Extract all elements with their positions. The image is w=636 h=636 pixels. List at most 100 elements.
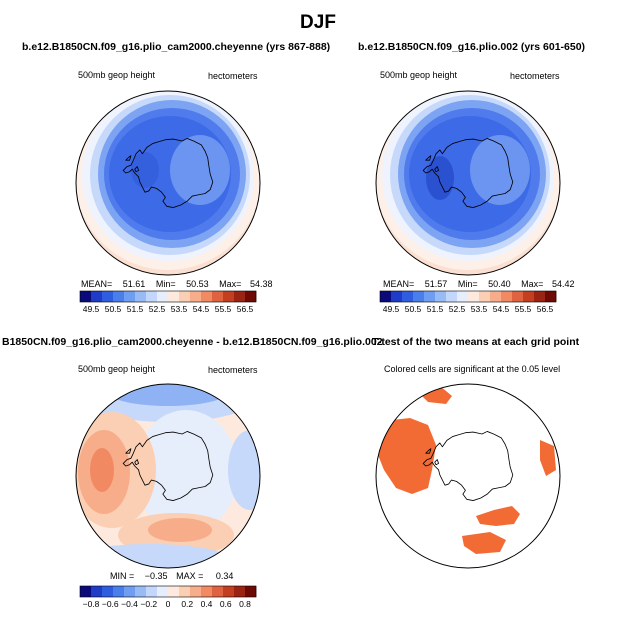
colorbar-tick-label: 56.5	[537, 304, 554, 314]
colorbar-tick-label: 49.5	[83, 304, 100, 314]
colorbar-tick-label: 53.5	[471, 304, 488, 314]
colorbar-swatch	[201, 586, 213, 597]
panel-3-map-border	[75, 383, 261, 569]
colorbar-tick-label: 50.5	[105, 304, 122, 314]
colorbar-swatch	[490, 291, 502, 302]
colorbar-swatch	[124, 586, 136, 597]
colorbar-swatch	[212, 586, 224, 597]
colorbar-swatch	[223, 586, 235, 597]
colorbar-tick-label: −0.2	[140, 599, 157, 609]
colorbar-swatch	[190, 586, 202, 597]
colorbar-swatch	[212, 291, 224, 302]
colorbar-swatch	[135, 586, 147, 597]
colorbar-swatch	[157, 586, 169, 597]
colorbar-tick-label: 50.5	[405, 304, 422, 314]
panel-2-title: b.e12.B1850CN.f09_g16.plio.002 (yrs 601-…	[358, 41, 586, 53]
colorbar-swatch	[534, 291, 546, 302]
colorbar-swatch	[146, 586, 158, 597]
colorbar-swatch	[424, 291, 436, 302]
colorbar-swatch	[113, 586, 125, 597]
panel-4-note: Colored cells are significant at the 0.0…	[384, 364, 561, 374]
panel-3-map	[76, 384, 260, 568]
panel-1-colorbar: 49.5 50.5 51.5 52.5 53.5 54.5 55.5 56.5	[79, 290, 257, 314]
colorbar-swatch	[435, 291, 447, 302]
colorbar-swatch	[446, 291, 458, 302]
colorbar-swatch	[457, 291, 469, 302]
stat-max-value: 54.38	[249, 279, 273, 289]
colorbar-swatch	[168, 291, 180, 302]
panel-2-colorbar: 49.5 50.5 51.5 52.5 53.5 54.5 55.5 56.5	[379, 290, 557, 314]
colorbar-swatch	[113, 291, 125, 302]
colorbar-swatch	[157, 291, 169, 302]
stat-min-value: 50.40	[488, 279, 511, 289]
colorbar-tick-label: 51.5	[427, 304, 444, 314]
colorbar-tick-label: 56.5	[237, 304, 254, 314]
colorbar-swatch	[479, 291, 491, 302]
colorbar-tick-label: 0.4	[201, 599, 213, 609]
colorbar-tick-label: 54.5	[493, 304, 510, 314]
panel-2-map-border	[375, 90, 561, 276]
colorbar-swatch	[523, 291, 535, 302]
colorbar-tick-label: 53.5	[171, 304, 188, 314]
colorbar-tick-label: 51.5	[127, 304, 144, 314]
panel-3-variable-label: 500mb geop height	[78, 364, 156, 374]
stat-min-label: MIN =	[110, 571, 135, 581]
colorbar-tick-label: 55.5	[215, 304, 232, 314]
colorbar-swatch	[146, 291, 158, 302]
colorbar-swatch	[245, 291, 257, 302]
panel-2-stats: MEAN= 51.57 Min= 50.40 Max= 54.42	[383, 279, 574, 289]
colorbar-swatch	[201, 291, 213, 302]
colorbar-swatch	[190, 291, 202, 302]
colorbar-tick-label: −0.6	[102, 599, 119, 609]
colorbar-swatch	[245, 586, 257, 597]
colorbar-swatch	[468, 291, 480, 302]
colorbar-border	[379, 290, 557, 303]
panel-4-title: T-test of the two means at each grid poi…	[372, 336, 580, 348]
panel-1-units-label: hectometers	[208, 71, 258, 81]
colorbar-swatch	[102, 291, 114, 302]
colorbar-tick-label: 0.6	[220, 599, 232, 609]
colorbar-swatch	[80, 291, 92, 302]
stat-mean-label: MEAN=	[81, 279, 113, 289]
stat-min-label: Min=	[155, 279, 176, 289]
colorbar-tick-label: 52.5	[149, 304, 166, 314]
colorbar-swatch	[80, 586, 92, 597]
colorbar-swatch	[234, 586, 246, 597]
panel-2-variable-label: 500mb geop height	[380, 70, 458, 80]
colorbar-swatch	[102, 586, 114, 597]
stat-min-value: −0.35	[144, 571, 168, 581]
panel-3-stats: MIN = −0.35 MAX = 0.34	[110, 571, 233, 581]
main-title: DJF	[300, 12, 336, 33]
stat-max-label: Max=	[219, 279, 242, 289]
colorbar-tick-label: 0.2	[181, 599, 193, 609]
stat-max-label: Max=	[521, 279, 544, 289]
colorbar-swatch	[545, 291, 557, 302]
colorbar-swatch	[512, 291, 524, 302]
colorbar-swatch	[135, 291, 147, 302]
colorbar-swatch	[413, 291, 425, 302]
stat-min-value: 50.53	[186, 279, 209, 289]
panel-3-colorbar: −0.8 −0.6 −0.4 −0.2 0 0.2 0.4 0.6 0.8	[79, 585, 257, 609]
panel-4-map	[376, 384, 560, 568]
colorbar-tick-label: 54.5	[193, 304, 210, 314]
colorbar-swatch	[179, 291, 191, 302]
colorbar-tick-label: 52.5	[449, 304, 466, 314]
panel-1-stats: MEAN= 51.61 Min= 50.53 Max= 54.38	[81, 279, 272, 289]
colorbar-swatch	[168, 586, 180, 597]
colorbar-tick-label: 0.8	[239, 599, 251, 609]
colorbar-swatch	[223, 291, 235, 302]
colorbar-swatch	[91, 586, 103, 597]
panel-1-title: b.e12.B1850CN.f09_g16.plio_cam2000.cheye…	[22, 41, 331, 53]
panel-2-map	[376, 91, 560, 275]
panel-1-map-border	[75, 90, 261, 276]
colorbar-tick-label: 49.5	[383, 304, 400, 314]
panel-3-title: B1850CN.f09_g16.plio_cam2000.cheyenne - …	[2, 336, 383, 348]
colorbar-swatch	[380, 291, 392, 302]
stat-min-label: Min=	[457, 279, 478, 289]
colorbar-swatch	[124, 291, 136, 302]
colorbar-border	[79, 585, 257, 598]
colorbar-tick-label: 55.5	[515, 304, 532, 314]
stat-max-value: 54.42	[551, 279, 575, 289]
colorbar-tick-label: −0.4	[121, 599, 138, 609]
